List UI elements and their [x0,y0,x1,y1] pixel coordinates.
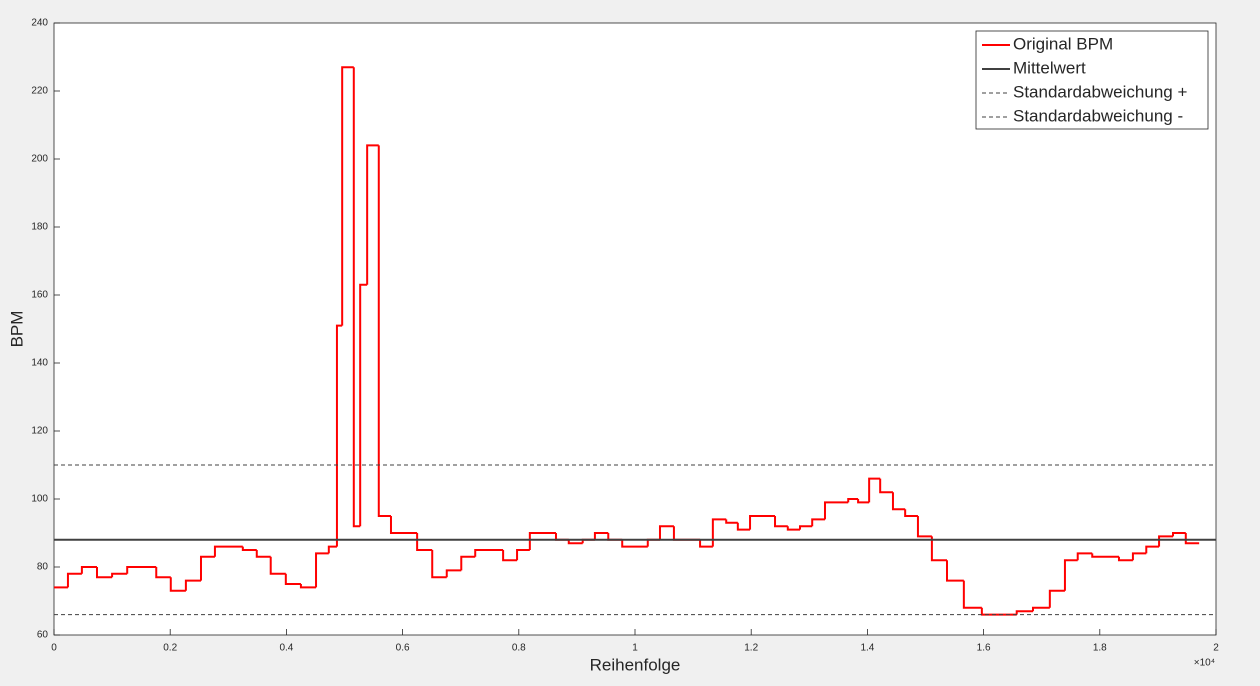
step [945,560,964,582]
step [155,567,171,579]
step [1131,552,1147,561]
step [335,324,343,547]
step [241,546,257,551]
x-exponent: ×10⁴ [1194,658,1215,669]
x-tick-label: 0.2 [163,643,177,654]
step [460,555,476,571]
step [823,501,849,520]
step [1031,606,1050,612]
step [1015,610,1033,615]
step [1117,556,1133,562]
x-tick-label: 1.4 [860,643,874,654]
step [749,515,776,530]
y-tick-label: 80 [37,562,49,573]
x-tick-label: 1.2 [744,643,758,654]
step [299,584,317,589]
legend-label: Standardabweichung - [1013,106,1183,125]
step [904,509,918,517]
step [366,144,379,285]
step [1048,589,1065,608]
y-tick-label: 160 [31,290,48,301]
step [879,478,893,494]
step [1076,552,1093,561]
step [359,283,368,527]
step [341,66,354,326]
step [658,525,674,540]
x-tick-label: 2 [1213,643,1219,654]
step [389,516,418,534]
step [255,550,271,558]
x-tick-label: 0.6 [396,643,410,654]
step [930,536,947,562]
step [66,572,82,588]
step [327,545,337,554]
step [725,519,738,524]
step [184,579,201,591]
y-tick-label: 240 [31,18,48,29]
step [269,556,286,575]
step [1145,545,1160,554]
step [736,522,751,531]
step [962,580,982,609]
step [916,516,932,538]
x-tick-label: 0.4 [279,643,293,654]
x-tick-label: 0.8 [512,643,526,654]
step [502,550,518,562]
legend-label: Original BPM [1013,34,1113,53]
step [516,549,530,561]
x-tick-label: 0 [51,643,57,654]
y-tick-label: 60 [37,630,49,641]
step [847,498,859,503]
step [284,573,301,585]
step [213,545,243,557]
step [711,518,727,547]
y-tick-label: 120 [31,426,48,437]
y-axis-label: BPM [7,311,26,348]
step [315,552,329,588]
x-tick-label: 1.8 [1093,643,1107,654]
x-axis-label: Reihenfolge [590,655,681,674]
step [199,555,215,581]
y-tick-label: 100 [31,494,48,505]
step [567,539,583,545]
step [431,550,447,579]
step [111,572,128,578]
x-tick-label: 1 [632,643,638,654]
step [126,566,157,574]
x-tick-label: 1.6 [977,643,991,654]
step [1172,532,1186,537]
step [799,525,813,530]
step [774,516,788,528]
step [169,577,186,592]
step [528,532,556,550]
y-tick-label: 140 [31,358,48,369]
step [621,539,648,548]
step [377,145,391,517]
step [857,499,870,504]
step [593,532,609,540]
step [416,533,433,551]
step [786,526,801,531]
y-tick-label: 220 [31,86,48,97]
step [868,477,881,503]
step [445,569,462,578]
step [699,539,713,548]
step [95,567,113,579]
step [474,549,504,557]
step [1063,559,1078,591]
step [1091,553,1119,558]
legend-label: Mittelwert [1013,58,1086,77]
legend-label: Standardabweichung + [1013,82,1187,101]
y-tick-label: 200 [31,154,48,165]
step [811,518,825,527]
step [352,67,361,528]
legend-box [975,30,1209,130]
step [1184,533,1200,545]
step [80,566,97,574]
y-tick-label: 180 [31,222,48,233]
step [891,492,906,511]
step [1158,535,1174,547]
